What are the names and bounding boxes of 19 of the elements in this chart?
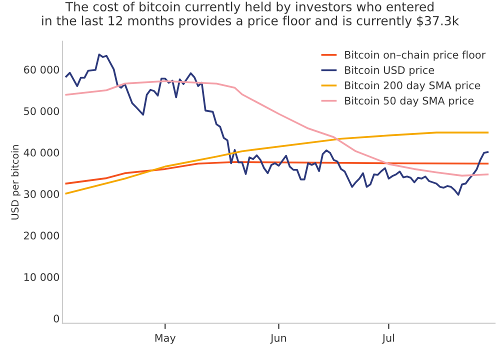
y-axis-title: USD per bitcoin [11,145,20,220]
line-series [65,80,489,177]
x-tick-label: May [155,334,176,344]
line-series [65,132,489,194]
y-tick-label: 0 [54,314,60,322]
legend-label: Bitcoin 50 day SMA price [345,96,474,107]
chart-title: The cost of bitcoin currently held by investors who entered in the last 12 months provides a price floor and is currently $37.3k [42,2,460,28]
x-tick-label: Jun [270,334,286,344]
legend-label: Bitcoin USD price [345,66,434,76]
line-series [65,161,489,184]
legend-label: Bitcoin on–chain price floor [345,50,486,61]
y-tick-label: 60 000 [24,66,60,74]
legend-label: Bitcoin 200 day SMA price [345,81,480,92]
x-tick-label: Jul [382,334,394,344]
y-tick-label: 40 000 [24,148,60,157]
y-tick-label: 30 000 [24,190,60,198]
y-tick-label: 10 000 [24,273,60,282]
y-tick-label: 50 000 [24,107,60,116]
y-tick-label: 20 000 [24,232,60,240]
